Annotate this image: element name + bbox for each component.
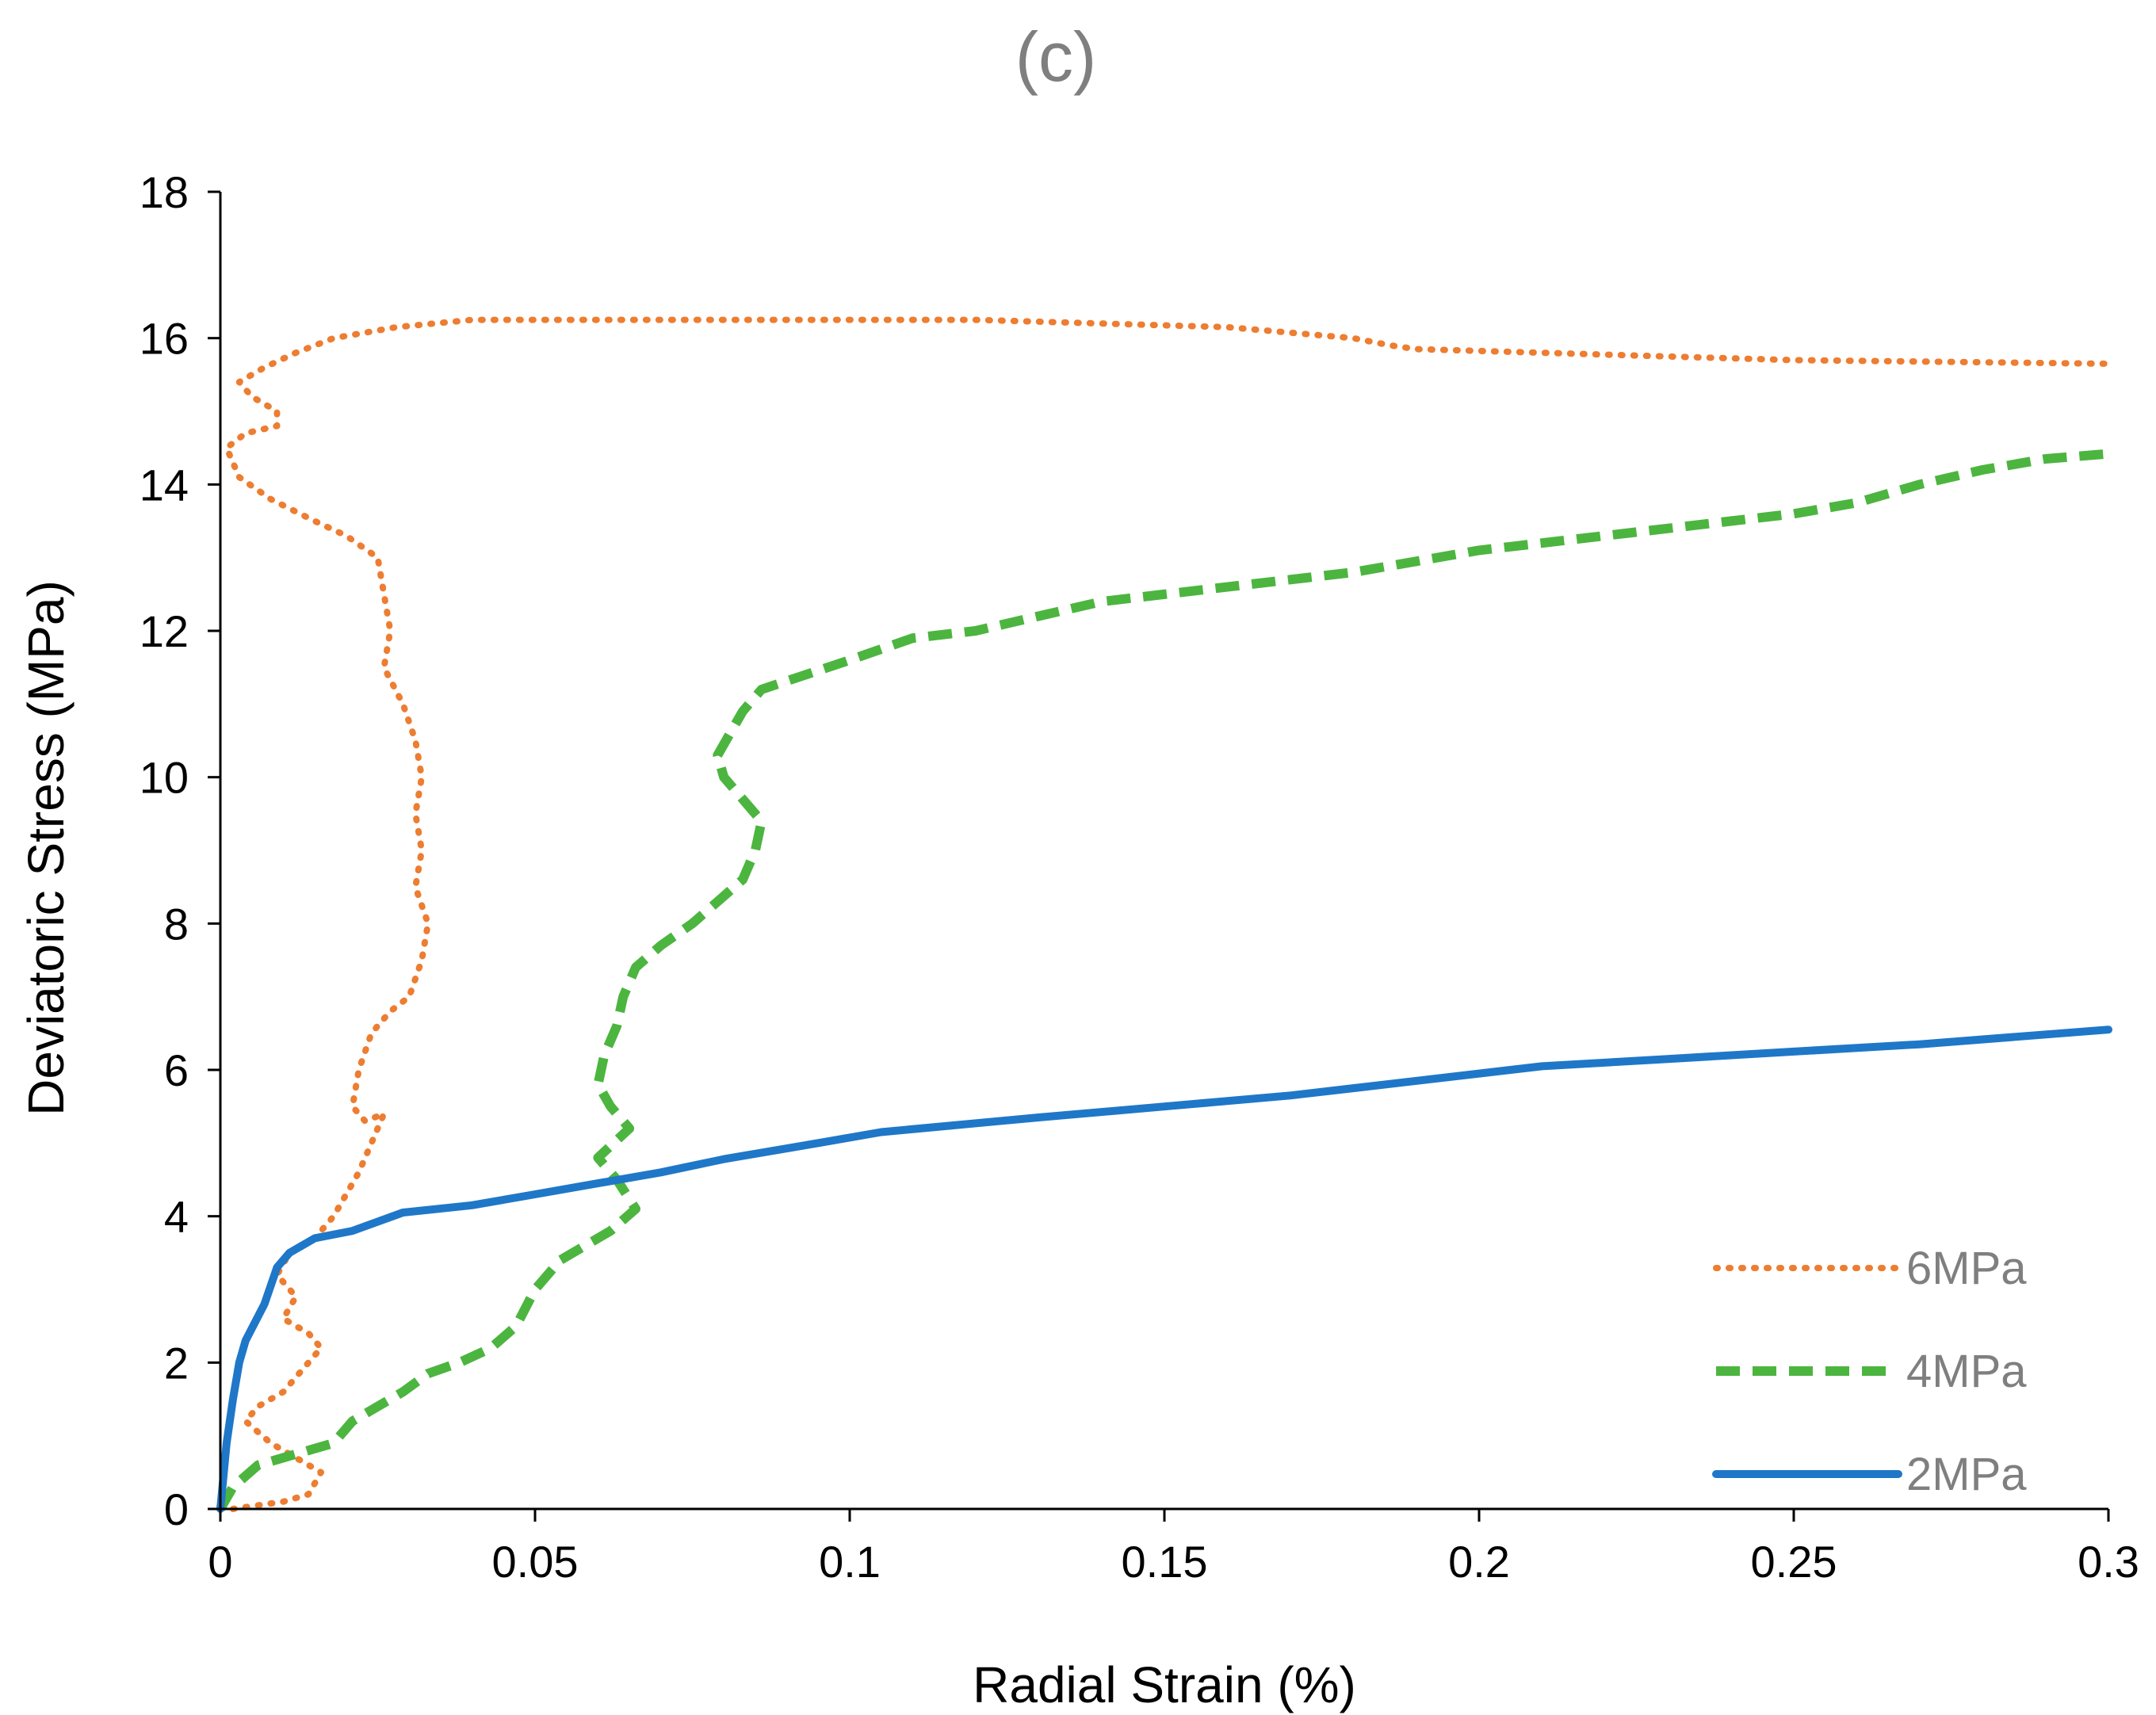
x-axis-label: Radial Strain (%) xyxy=(973,1656,1356,1713)
chart-title: (c) xyxy=(1015,17,1097,96)
x-tick-label: 0 xyxy=(208,1537,232,1587)
y-tick-label: 0 xyxy=(164,1484,189,1534)
y-tick-label: 12 xyxy=(140,606,189,656)
legend-label-2mpa: 2MPa xyxy=(1906,1449,2027,1500)
series-line-4mpa xyxy=(216,449,2109,1511)
y-tick-label: 16 xyxy=(140,314,189,364)
x-tick-label: 0.25 xyxy=(1751,1537,1837,1587)
y-tick-label: 14 xyxy=(140,460,189,510)
x-tick-label: 0.1 xyxy=(819,1537,881,1587)
ticks-layer: 0 0.05 0.1 0.15 0.2 0.25 0.3 0 2 4 6 8 10 12 14 16 18 xyxy=(140,167,2139,1587)
legend: 6MPa 4MPa 2MPa xyxy=(1712,1243,2027,1500)
legend-label-4mpa: 4MPa xyxy=(1906,1346,2027,1397)
x-tick-label: 0.2 xyxy=(1448,1537,1510,1587)
series-line-2mpa xyxy=(216,1026,2112,1513)
x-tick-label: 0.15 xyxy=(1122,1537,1208,1587)
y-tick-label: 6 xyxy=(164,1045,189,1095)
y-tick-label: 10 xyxy=(140,753,189,803)
legend-label-6mpa: 6MPa xyxy=(1906,1243,2027,1294)
series-line-6mpa xyxy=(223,316,2112,1512)
y-tick-label: 2 xyxy=(164,1338,189,1388)
y-tick-label: 18 xyxy=(140,167,189,217)
y-tick-label: 8 xyxy=(164,899,189,949)
x-tick-label: 0.3 xyxy=(2078,1537,2139,1587)
y-axis-label: Deviatoric Stress (MPa) xyxy=(17,580,75,1116)
series-layer xyxy=(216,316,2112,1513)
x-tick-label: 0.05 xyxy=(492,1537,579,1587)
y-tick-label: 4 xyxy=(164,1192,189,1242)
